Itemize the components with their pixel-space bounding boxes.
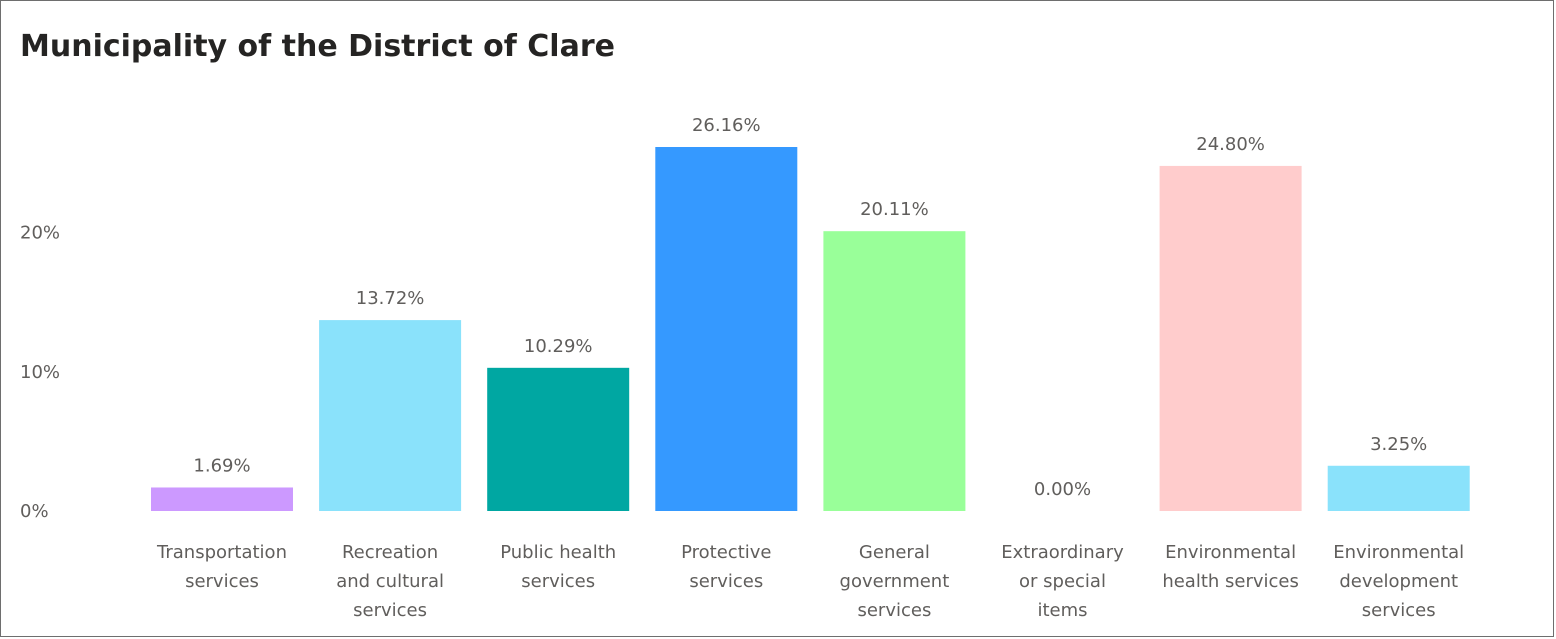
chart-title: Municipality of the District of Clare (20, 29, 615, 64)
data-label: 24.80% (1196, 134, 1265, 155)
category-label: Transportation services (156, 542, 287, 592)
category-label: Environmental development services (1333, 542, 1464, 621)
bar (655, 147, 798, 511)
data-label: 26.16% (692, 115, 761, 136)
bar (1327, 465, 1470, 511)
data-label: 3.25% (1370, 434, 1427, 455)
category-label: Public health services (500, 542, 616, 592)
bar (319, 320, 462, 511)
data-label: 10.29% (524, 336, 593, 357)
data-label: 20.11% (860, 199, 929, 220)
category-label: Recreation and cultural services (336, 542, 444, 621)
bar (1159, 165, 1302, 511)
category-label: General government services (840, 542, 950, 621)
category-label: Extraordinary or special items (1001, 542, 1124, 621)
data-label: 13.72% (356, 288, 425, 309)
y-tick-label: 20% (20, 223, 60, 244)
bar (823, 231, 966, 512)
y-tick-label: 10% (20, 362, 60, 383)
category-label: Environmental health services (1162, 542, 1299, 592)
data-label: 1.69% (193, 455, 250, 476)
bar (151, 487, 293, 511)
category-label: Protective services (681, 542, 771, 592)
data-label: 0.00% (1034, 479, 1091, 500)
bar (487, 367, 630, 511)
y-tick-label: 0% (20, 501, 49, 522)
